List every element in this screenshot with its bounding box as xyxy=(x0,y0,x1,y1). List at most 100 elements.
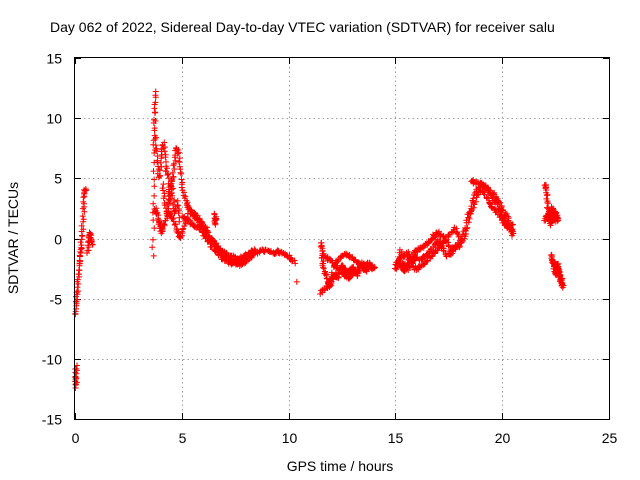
data-point xyxy=(155,215,162,222)
data-point xyxy=(347,273,354,280)
data-point xyxy=(489,205,496,212)
data-point xyxy=(320,265,327,272)
data-point xyxy=(160,181,167,188)
data-point xyxy=(175,210,182,217)
data-point xyxy=(150,252,157,259)
data-point xyxy=(180,225,187,232)
data-point xyxy=(293,278,300,285)
data-point xyxy=(291,257,298,264)
data-point xyxy=(550,205,557,212)
y-tick-label: -5 xyxy=(50,292,63,308)
data-point xyxy=(446,243,453,250)
data-point xyxy=(151,183,158,190)
data-point xyxy=(166,188,173,195)
data-point xyxy=(151,159,158,166)
data-points xyxy=(72,88,567,392)
data-point xyxy=(151,192,158,199)
data-point xyxy=(161,148,168,155)
data-point xyxy=(465,214,472,221)
data-point xyxy=(337,266,344,273)
data-point xyxy=(247,252,254,259)
data-point xyxy=(445,242,452,249)
x-tick-label: 15 xyxy=(388,430,404,446)
data-point xyxy=(154,159,161,166)
data-point xyxy=(161,139,168,146)
data-point xyxy=(156,219,163,226)
data-point xyxy=(317,243,324,250)
data-point xyxy=(170,173,177,180)
data-point xyxy=(174,229,181,236)
data-point xyxy=(252,247,259,254)
data-point xyxy=(150,200,157,207)
data-point xyxy=(214,244,221,251)
y-tick-label: -15 xyxy=(42,412,62,428)
data-point xyxy=(321,286,328,293)
data-point xyxy=(494,201,501,208)
data-point xyxy=(164,201,171,208)
data-point xyxy=(160,195,167,202)
data-point xyxy=(149,244,156,251)
data-point xyxy=(74,276,81,283)
data-point xyxy=(466,215,473,222)
x-tick-label: 10 xyxy=(282,430,298,446)
data-point xyxy=(453,225,460,232)
y-tick-label: 10 xyxy=(46,111,62,127)
data-point xyxy=(163,165,170,172)
data-point xyxy=(170,162,177,169)
data-point xyxy=(151,101,158,108)
data-point xyxy=(326,277,333,284)
x-axis-label: GPS time / hours xyxy=(287,458,394,474)
data-point xyxy=(487,200,494,207)
data-point xyxy=(545,200,552,207)
data-point xyxy=(543,192,550,199)
data-point xyxy=(225,257,232,264)
data-point xyxy=(165,205,172,212)
data-point xyxy=(462,224,469,231)
data-point xyxy=(340,270,347,277)
tick-labels: 0 5 10 15 20 25 -15 -10 -5 0 5 10 15 xyxy=(42,51,618,447)
y-tick-label: 15 xyxy=(46,51,62,67)
data-point xyxy=(78,222,85,229)
data-point xyxy=(178,184,185,191)
data-point xyxy=(172,221,179,228)
data-point xyxy=(445,232,452,239)
data-point xyxy=(152,88,159,95)
data-point xyxy=(552,218,559,225)
data-point xyxy=(292,260,299,267)
data-point xyxy=(559,275,566,282)
data-point xyxy=(470,179,477,186)
data-point xyxy=(368,263,375,270)
data-point xyxy=(320,264,327,271)
data-point xyxy=(80,216,87,223)
data-point xyxy=(80,226,87,233)
data-point xyxy=(77,239,84,246)
data-point xyxy=(160,187,167,194)
data-point xyxy=(151,116,158,123)
data-point xyxy=(497,211,504,218)
data-point xyxy=(172,157,179,164)
data-point xyxy=(171,198,178,205)
data-point xyxy=(150,168,157,175)
data-point xyxy=(152,135,159,142)
data-point xyxy=(467,210,474,217)
x-tick-label: 5 xyxy=(179,430,187,446)
data-point xyxy=(89,241,96,248)
y-tick-label: 0 xyxy=(54,232,62,248)
data-point xyxy=(176,218,183,225)
data-point xyxy=(171,166,178,173)
data-point xyxy=(151,225,158,232)
data-point xyxy=(165,175,172,182)
data-point xyxy=(328,269,335,276)
data-point xyxy=(74,284,81,291)
data-point xyxy=(82,186,89,193)
data-point xyxy=(212,213,219,220)
data-point xyxy=(415,263,422,270)
data-point xyxy=(164,208,171,215)
data-point xyxy=(169,192,176,199)
data-point xyxy=(168,178,175,185)
data-point xyxy=(79,213,86,220)
data-point xyxy=(152,142,159,149)
data-point xyxy=(149,236,156,243)
data-point xyxy=(447,251,454,258)
